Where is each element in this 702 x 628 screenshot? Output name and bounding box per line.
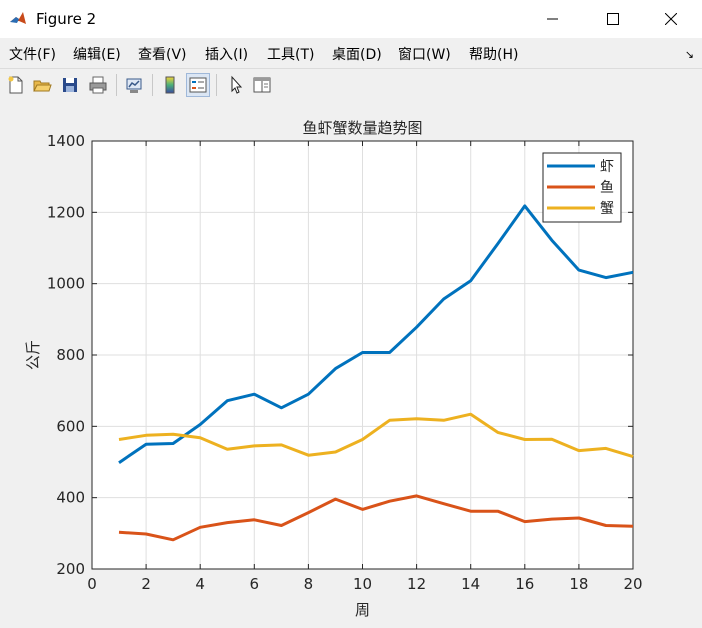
close-button[interactable] xyxy=(648,0,694,38)
series-line-0[interactable] xyxy=(118,204,634,464)
maximize-icon xyxy=(607,13,619,25)
menu-help[interactable]: 帮助(H) xyxy=(469,47,519,63)
x-axis-label: 周 xyxy=(355,601,370,619)
save-icon xyxy=(63,78,77,92)
maximize-button[interactable] xyxy=(590,0,636,38)
menu-desktop[interactable]: 桌面(D) xyxy=(332,47,382,63)
y-axis-label: 公斤 xyxy=(24,340,42,370)
property-editor-button[interactable] xyxy=(250,73,274,97)
y-tick-label: 1400 xyxy=(47,132,85,150)
open-file-icon xyxy=(33,80,52,92)
property-editor-icon xyxy=(253,77,271,93)
series-line-1[interactable] xyxy=(118,494,634,542)
menu-window[interactable]: 窗口(W) xyxy=(398,47,451,63)
y-tick-label: 1000 xyxy=(47,275,85,293)
new-figure-button[interactable] xyxy=(4,73,28,97)
menu-edit[interactable]: 编辑(E) xyxy=(73,47,121,63)
menu-file[interactable]: 文件(F) xyxy=(9,47,56,63)
matlab-logo-icon xyxy=(8,9,28,29)
x-tick-label: 8 xyxy=(304,575,314,593)
y-tick-label: 1200 xyxy=(47,203,85,221)
new-figure-icon xyxy=(8,76,23,94)
x-tick-label: 12 xyxy=(407,575,426,593)
legend-label-1: 鱼 xyxy=(600,179,614,196)
chart-title: 鱼虾蟹数量趋势图 xyxy=(302,119,422,137)
y-tick-label: 200 xyxy=(56,560,85,578)
dock-arrow-icon[interactable]: ↘ xyxy=(684,48,694,61)
x-tick-label: 10 xyxy=(353,575,372,593)
legend-button[interactable] xyxy=(186,73,210,97)
toolbar-separator xyxy=(152,74,153,96)
open-file-button[interactable] xyxy=(30,73,54,97)
toolbar-separator xyxy=(116,74,117,96)
x-tick-label: 20 xyxy=(623,575,642,593)
toolbar-separator xyxy=(216,74,217,96)
y-tick-label: 600 xyxy=(56,417,85,435)
x-tick-label: 6 xyxy=(250,575,260,593)
colorbar-icon xyxy=(165,76,175,94)
y-tick-label: 800 xyxy=(56,346,85,364)
figure-canvas: 0 2 4 6 8 10 12 14 16 18 20 200 400 600 800 1000 1200 140… xyxy=(0,101,702,628)
colorbar-button[interactable] xyxy=(158,73,182,97)
x-tick-label: 0 xyxy=(87,575,97,593)
y-tick-label: 400 xyxy=(56,489,85,507)
link-plot-button[interactable] xyxy=(122,73,146,97)
save-button[interactable] xyxy=(58,73,82,97)
link-plot-icon xyxy=(126,78,142,93)
menu-insert[interactable]: 插入(I) xyxy=(205,47,249,63)
minimize-icon xyxy=(547,18,558,20)
menu-tools[interactable]: 工具(T) xyxy=(267,47,315,63)
menu-bar: 文件(F) 编辑(E) 查看(V) 插入(I) 工具(T) 桌面(D) 窗口(W… xyxy=(0,38,702,68)
pointer-icon xyxy=(231,75,243,94)
legend-icon xyxy=(189,77,207,93)
window-titlebar: Figure 2 xyxy=(0,0,702,39)
legend[interactable]: 虾鱼蟹 xyxy=(542,152,622,223)
print-button[interactable] xyxy=(86,73,110,97)
x-tick-label: 18 xyxy=(569,575,588,593)
x-tick-label: 4 xyxy=(195,575,205,593)
close-icon xyxy=(665,13,677,25)
pointer-button[interactable] xyxy=(224,73,248,97)
x-tick-label: 14 xyxy=(461,575,480,593)
minimize-button[interactable] xyxy=(530,0,576,38)
window-title: Figure 2 xyxy=(36,10,97,28)
print-icon xyxy=(89,76,107,94)
x-tick-label: 16 xyxy=(515,575,534,593)
legend-label-2: 蟹 xyxy=(600,201,614,217)
x-tick-label: 2 xyxy=(141,575,151,593)
series-line-2[interactable] xyxy=(118,412,634,459)
legend-label-0: 虾 xyxy=(600,159,614,175)
menu-view[interactable]: 查看(V) xyxy=(138,47,187,63)
line-chart: 0 2 4 6 8 10 12 14 16 18 20 200 400 600 800 1000 1200 140… xyxy=(24,119,643,619)
toolbar xyxy=(0,68,702,102)
